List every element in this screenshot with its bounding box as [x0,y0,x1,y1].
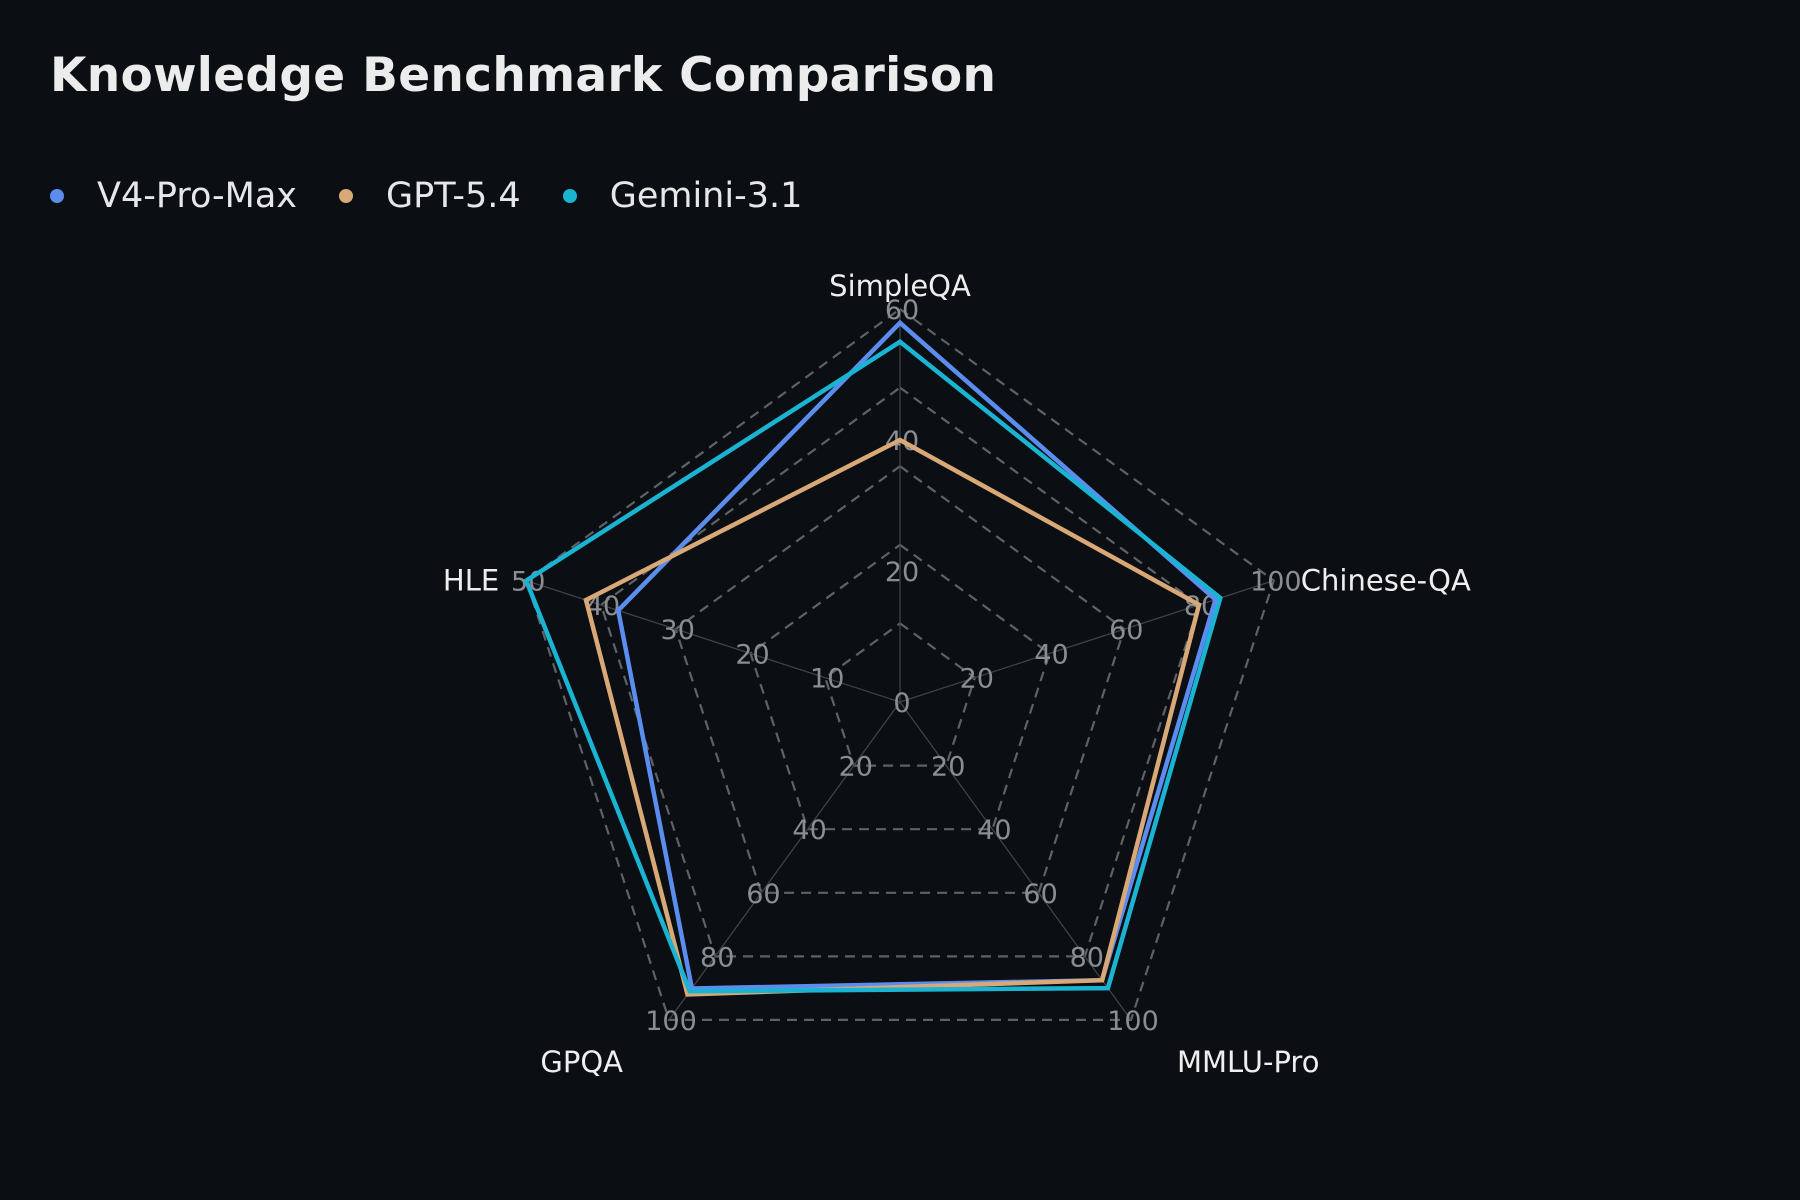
series-gemini-3-1 [523,339,1223,994]
legend-marker [50,189,64,203]
axis-line-mmlu-pro [899,701,1132,1021]
tick-label: 60 [746,879,780,910]
series-gpt-5-4 [583,437,1202,997]
grid-ring [524,307,1276,1022]
tick-label: 40 [1034,639,1068,670]
axis-label-chinese-qa: Chinese-QA [1301,564,1471,598]
legend-item-v4-pro-max: V4-Pro-Max [50,176,297,216]
tick-label: 10 [810,664,844,695]
tick-label: 40 [977,815,1011,846]
legend-marker [339,189,354,203]
grid-ring [823,622,977,767]
tick-label: 100 [1250,567,1302,598]
tick-label: 30 [661,615,695,646]
tick-label: 60 [1023,879,1057,910]
legend-label: GPT-5.4 [386,176,521,216]
tick-label: 100 [1107,1006,1159,1037]
tick-label: 20 [735,639,769,670]
axis-line-gpqa [668,701,901,1021]
axis-label-mmlu-pro: MMLU-Pro [1177,1045,1319,1079]
tick-label: 20 [931,752,965,783]
chart-title: Knowledge Benchmark Comparison [50,48,997,103]
legend: V4-Pro-Max GPT-5.4 Gemini-3.1 [50,170,844,222]
tick-label: 20 [960,664,994,695]
tick-label: 60 [885,295,919,326]
legend-label: Gemini-3.1 [609,176,803,216]
tick-label: 60 [1109,615,1143,646]
legend-marker [562,189,577,203]
grid-ring [749,543,1051,831]
legend-item-gpt-5-4: GPT-5.4 [339,176,521,216]
legend-item-gemini-3-1: Gemini-3.1 [562,176,803,216]
tick-label: 20 [839,752,873,783]
tick-label: 80 [1070,942,1104,973]
grid-ring [599,386,1201,958]
tick-label: 0 [893,688,910,719]
tick-label: 80 [700,942,734,973]
legend-label: V4-Pro-Max [97,176,298,216]
tick-label: 20 [885,557,919,588]
tick-label: 100 [645,1006,697,1037]
tick-label: 40 [792,815,826,846]
axis-label-simpleqa: SimpleQA [829,269,971,303]
axis-label-gpqa: GPQA [540,1045,623,1079]
axis-label-hle: HLE [443,564,499,598]
axis-line-chinese-qa [899,579,1275,703]
